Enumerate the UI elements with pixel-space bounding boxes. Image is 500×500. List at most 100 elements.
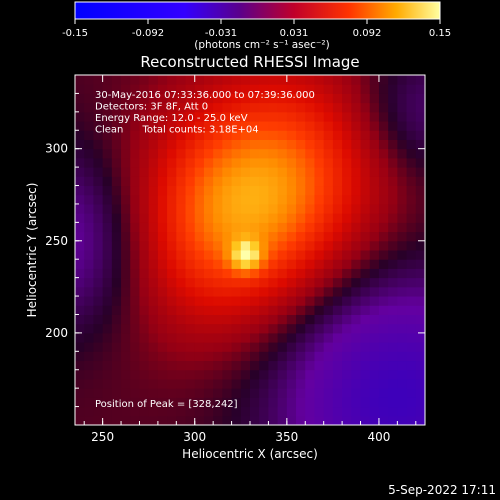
heatmap-cell: [397, 139, 408, 150]
heatmap-cell: [259, 102, 269, 113]
heatmap-cell: [213, 139, 223, 150]
heatmap-cell: [203, 332, 214, 343]
heatmap-cell: [369, 194, 380, 205]
heatmap-cell: [406, 305, 417, 315]
heatmap-cell: [84, 111, 94, 122]
heatmap-cell: [84, 314, 94, 325]
heatmap-cell: [139, 388, 150, 398]
heatmap-cell: [268, 102, 279, 113]
heatmap-cell: [369, 259, 380, 269]
heatmap-cell: [397, 176, 408, 187]
heatmap-cell: [314, 213, 325, 223]
heatmap-cell: [111, 194, 122, 205]
heatmap-cell: [111, 268, 122, 279]
heatmap-cell: [314, 111, 325, 122]
heatmap-cell: [102, 75, 113, 85]
heatmap-cell: [240, 286, 251, 297]
heatmap-cell: [203, 157, 214, 168]
heatmap-cell: [415, 93, 425, 104]
heatmap-cell: [397, 111, 408, 122]
heatmap-cell: [111, 121, 122, 131]
heatmap-cell: [406, 296, 417, 306]
heatmap-cell: [323, 323, 334, 334]
heatmap-cell: [314, 84, 325, 94]
heatmap-cell: [259, 157, 269, 168]
heatmap-cell: [203, 121, 214, 131]
heatmap-cell: [139, 360, 150, 371]
heatmap-cell: [268, 342, 279, 352]
heatmap-cell: [305, 121, 315, 131]
heatmap-cell: [213, 314, 223, 325]
heatmap-cell: [130, 139, 140, 150]
heatmap-cell: [157, 185, 168, 196]
heatmap-cell: [157, 369, 168, 380]
heatmap-cell: [277, 240, 288, 251]
heatmap-cell: [222, 342, 233, 352]
heatmap-cell: [332, 342, 343, 352]
heatmap-cell: [286, 415, 297, 425]
heatmap-cell: [268, 185, 279, 196]
heatmap-cell: [268, 231, 279, 242]
heatmap-cell: [342, 84, 352, 94]
heatmap-cell: [296, 314, 306, 325]
heatmap-cell: [111, 111, 122, 122]
heatmap-cell: [231, 314, 242, 325]
heatmap-cell: [121, 93, 131, 104]
heatmap-cell: [259, 203, 269, 214]
heatmap-cell: [157, 332, 168, 343]
heatmap-cell: [351, 314, 362, 325]
heatmap-cell: [121, 296, 131, 306]
heatmap-cell: [176, 84, 187, 94]
heatmap-cell: [93, 277, 104, 288]
heatmap-cell: [415, 388, 425, 398]
heatmap-cell: [176, 277, 187, 288]
heatmap-cell: [296, 351, 306, 362]
heatmap-cell: [102, 397, 113, 408]
heatmap-cell: [203, 406, 214, 417]
heatmap-cell: [415, 176, 425, 187]
heatmap-cell: [332, 222, 343, 233]
heatmap-cell: [240, 93, 251, 104]
heatmap-cell: [305, 314, 315, 325]
heatmap-cell: [93, 397, 104, 408]
heatmap-cell: [157, 231, 168, 242]
heatmap-cell: [102, 84, 113, 94]
heatmap-cell: [167, 250, 177, 260]
heatmap-cell: [194, 415, 205, 425]
heatmap-cell: [111, 240, 122, 251]
heatmap-cell: [167, 130, 177, 140]
heatmap-cell: [194, 268, 205, 279]
heatmap-cell: [360, 93, 371, 104]
colorbar-ticks: -0.15 -0.092 -0.031 0.031 0.092 0.15: [62, 19, 451, 39]
heatmap-cell: [250, 296, 260, 306]
heatmap-cell: [213, 102, 223, 113]
heatmap-cell: [121, 185, 131, 196]
heatmap-cell: [167, 203, 177, 214]
heatmap-cell: [314, 203, 325, 214]
heatmap-cell: [121, 231, 131, 242]
heatmap-cell: [176, 305, 187, 315]
heatmap-cell: [194, 314, 205, 325]
heatmap-cell: [213, 323, 223, 334]
heatmap-cell: [323, 406, 334, 417]
heatmap-cell: [305, 111, 315, 122]
heatmap-cell: [369, 296, 380, 306]
timestamp: 5-Sep-2022 17:11: [388, 483, 496, 497]
heatmap-cell: [305, 130, 315, 140]
heatmap-cell: [176, 388, 187, 398]
heatmap-cell: [397, 351, 408, 362]
heatmap-cell: [314, 268, 325, 279]
heatmap-cell: [148, 139, 159, 150]
heatmap-cell: [102, 213, 113, 223]
heatmap-cell: [268, 388, 279, 398]
heatmap-cell: [305, 406, 315, 417]
heatmap-cell: [167, 259, 177, 269]
heatmap-cell: [203, 111, 214, 122]
heatmap-cell: [121, 332, 131, 343]
heatmap-cell: [176, 139, 187, 150]
heatmap-cell: [240, 203, 251, 214]
heatmap-cell: [286, 213, 297, 223]
heatmap-cell: [75, 296, 85, 306]
heatmap-cell: [121, 378, 131, 389]
heatmap-cell: [231, 406, 242, 417]
